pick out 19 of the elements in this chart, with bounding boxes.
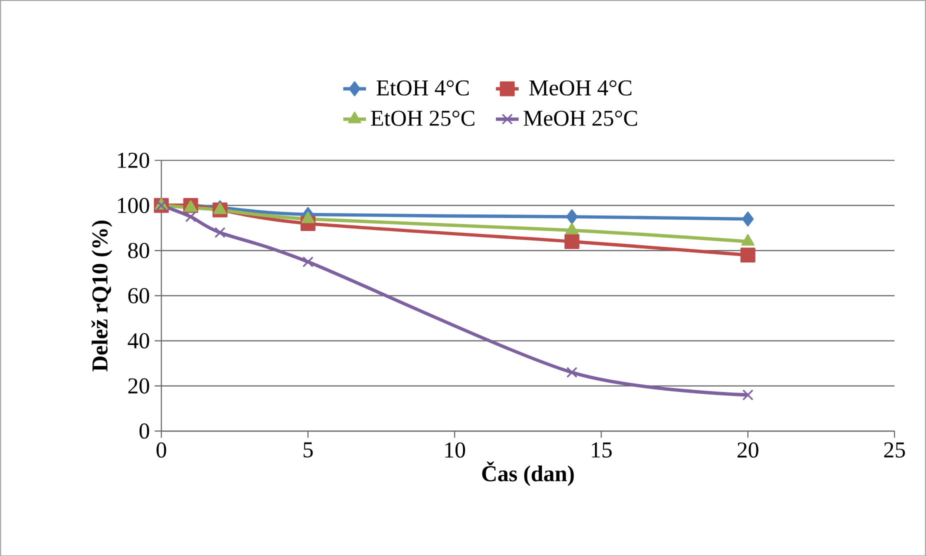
y-tick-label: 100 xyxy=(118,198,150,213)
y-tick-label: 20 xyxy=(128,378,150,394)
x-tick-label: 10 xyxy=(445,442,466,458)
x-tick-label: 0 xyxy=(156,442,166,458)
x-axis-title: Čas (dan) xyxy=(482,461,574,486)
x-tick-label: 5 xyxy=(304,442,313,458)
y-tick-label: 0 xyxy=(140,423,150,438)
y-tick-label: 120 xyxy=(118,152,150,168)
legend-label: EtOH 25°C xyxy=(370,110,474,126)
legend-label: MeOH 25°C xyxy=(524,110,638,126)
x-tick-label: 25 xyxy=(884,442,905,458)
x-tick-label: 20 xyxy=(738,442,758,458)
y-axis-title: Delež rQ10 (%) xyxy=(91,220,112,372)
y-tick-label: 80 xyxy=(128,242,150,258)
legend-label: EtOH 4°C xyxy=(376,80,469,96)
x-tick-label: 15 xyxy=(592,442,612,458)
legend-label: MeOH 4°C xyxy=(529,80,632,96)
y-tick-label: 60 xyxy=(128,288,150,304)
y-tick-label: 40 xyxy=(128,332,150,348)
